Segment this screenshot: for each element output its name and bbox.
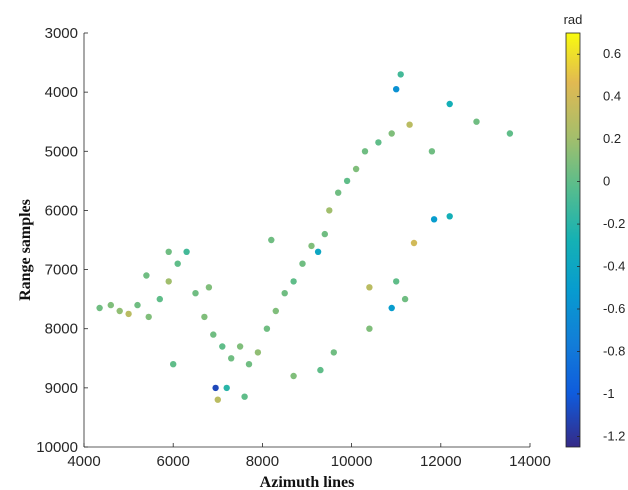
data-point bbox=[268, 236, 275, 244]
y-tick-label: 8000 bbox=[45, 321, 78, 338]
data-point bbox=[397, 71, 404, 78]
colorbar bbox=[565, 32, 581, 448]
data-point bbox=[125, 310, 132, 318]
data-point bbox=[366, 284, 373, 291]
data-point bbox=[223, 384, 230, 392]
data-point bbox=[212, 384, 219, 392]
data-point bbox=[506, 130, 514, 137]
data-point bbox=[388, 304, 395, 312]
x-tick-label: 10000 bbox=[331, 453, 373, 470]
data-point bbox=[170, 361, 177, 368]
colorbar-ticks: 0.6 0.4 0.2 0 -0.2 -0.4 -0.6 -0.8 -1 -1.2 bbox=[577, 46, 625, 443]
data-point bbox=[272, 307, 279, 315]
data-point bbox=[96, 304, 103, 312]
data-point bbox=[107, 301, 115, 309]
data-point bbox=[446, 213, 453, 220]
data-point bbox=[446, 100, 453, 108]
y-axis-label: Range samples bbox=[17, 199, 34, 301]
data-point bbox=[201, 313, 208, 321]
data-point bbox=[410, 239, 418, 247]
data-point bbox=[263, 325, 271, 332]
y-tick-label: 7000 bbox=[45, 262, 78, 279]
data-point bbox=[375, 139, 382, 146]
data-point bbox=[210, 331, 217, 338]
data-point bbox=[214, 396, 221, 403]
colorbar-tick-label: 0 bbox=[603, 174, 610, 189]
data-point bbox=[116, 307, 123, 315]
y-tick-label: 6000 bbox=[45, 202, 78, 219]
colorbar-tick-label: 0.6 bbox=[603, 46, 621, 61]
data-point bbox=[192, 290, 199, 297]
x-tick-label: 14000 bbox=[509, 453, 551, 470]
data-point bbox=[406, 121, 413, 128]
data-point bbox=[281, 290, 288, 297]
data-point bbox=[352, 165, 360, 173]
data-point bbox=[290, 278, 297, 285]
data-point bbox=[366, 325, 373, 332]
data-point bbox=[393, 86, 400, 93]
data-point bbox=[388, 130, 395, 137]
colorbar-tick-label: 0.4 bbox=[603, 89, 621, 104]
data-point bbox=[314, 248, 322, 255]
x-tick-label: 8000 bbox=[246, 453, 279, 470]
data-point bbox=[254, 349, 262, 356]
colorbar-tick-label: -0.4 bbox=[603, 259, 625, 274]
x-axis-label: Azimuth lines bbox=[260, 474, 355, 490]
data-point bbox=[335, 189, 342, 196]
colorbar-unit-label: rad bbox=[564, 12, 583, 27]
data-point bbox=[183, 248, 190, 255]
data-point bbox=[241, 393, 248, 400]
data-point bbox=[321, 230, 328, 238]
x-tick-label: 6000 bbox=[157, 453, 190, 470]
y-tick-label: 9000 bbox=[45, 380, 78, 397]
data-point bbox=[228, 355, 235, 362]
data-point bbox=[165, 278, 172, 285]
data-point bbox=[299, 260, 306, 267]
data-point bbox=[245, 361, 253, 368]
data-point bbox=[401, 295, 409, 303]
data-points bbox=[96, 71, 514, 403]
data-point bbox=[326, 207, 333, 214]
x-tick-label: 12000 bbox=[420, 453, 462, 470]
data-point bbox=[236, 343, 244, 350]
data-point bbox=[317, 366, 324, 374]
colorbar-tick-label: -0.2 bbox=[603, 216, 625, 231]
y-tick-label: 3000 bbox=[45, 25, 78, 42]
data-point bbox=[361, 148, 369, 155]
data-point bbox=[343, 177, 351, 185]
colorbar-tick-label: -1 bbox=[603, 386, 615, 401]
data-point bbox=[290, 372, 297, 380]
colorbar-tick-label: -1.2 bbox=[603, 428, 625, 443]
data-point bbox=[143, 272, 150, 279]
y-axis-ticks: 3000 4000 5000 6000 7000 8000 9000 10000 bbox=[36, 25, 88, 456]
data-point bbox=[430, 216, 438, 223]
y-tick-label: 4000 bbox=[45, 84, 78, 101]
x-tick-label: 4000 bbox=[67, 453, 100, 470]
data-point bbox=[330, 349, 337, 356]
colorbar-tick-label: 0.2 bbox=[603, 131, 621, 146]
data-point bbox=[308, 242, 315, 250]
data-point bbox=[174, 260, 181, 267]
data-point bbox=[205, 284, 213, 291]
data-point bbox=[393, 278, 400, 285]
data-point bbox=[219, 343, 226, 350]
y-tick-label: 10000 bbox=[36, 439, 78, 456]
data-point bbox=[428, 148, 436, 155]
data-point bbox=[156, 295, 163, 303]
data-point bbox=[473, 118, 480, 125]
data-point bbox=[165, 248, 172, 255]
colorbar-tick-label: -0.8 bbox=[603, 343, 625, 358]
data-point bbox=[134, 301, 141, 309]
colorbar-tick-label: -0.6 bbox=[603, 301, 625, 316]
data-point bbox=[145, 313, 152, 321]
y-tick-label: 5000 bbox=[45, 143, 78, 160]
x-axis-ticks: 4000 6000 8000 10000 12000 14000 bbox=[67, 443, 551, 470]
